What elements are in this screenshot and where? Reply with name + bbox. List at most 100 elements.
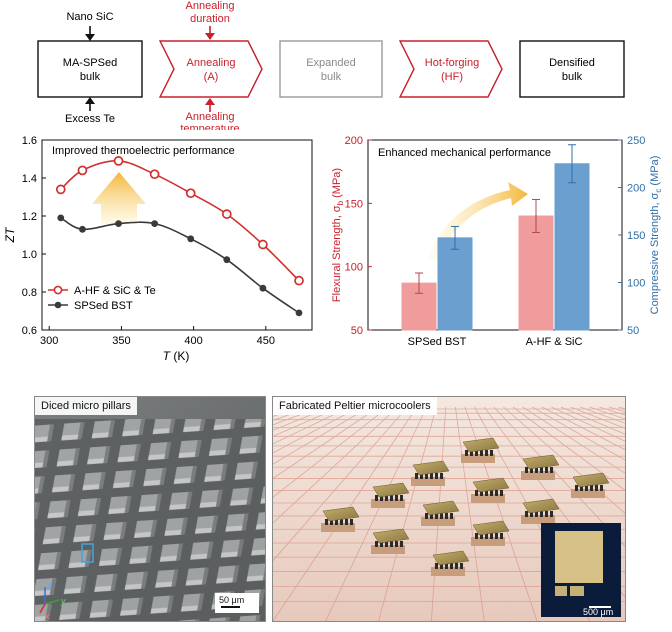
mech-bar-compressive-2	[554, 163, 590, 331]
nano-sic-input: Nano SiC	[66, 11, 114, 41]
microcooler	[321, 506, 360, 532]
zt-y-tick-label: 1.6	[22, 135, 37, 147]
microcooler	[431, 550, 470, 576]
step-annealing-chevron	[158, 40, 263, 98]
microcooler	[521, 498, 560, 524]
process-flow-diagram: Nano SiC Excess Te MA-SPSed bulk Anneali…	[37, 0, 625, 130]
step-densified-line1: Densified	[549, 57, 595, 69]
mech-left-tick-label: 200	[345, 135, 363, 147]
peltier-image-label: Fabricated Peltier microcoolers	[273, 397, 437, 415]
diced-micro-pillars-image: z y x 50 μm Diced micro pillars	[34, 396, 266, 622]
improvement-arrow-icon	[92, 172, 146, 224]
step-hot-forging-line1: Hot-forging	[425, 57, 479, 69]
mechanical-chart: Enhanced mechanical performance 50 100 150…	[332, 135, 663, 348]
step-ma-spsed-line2: bulk	[80, 71, 101, 83]
zt-x-axis-label: T (K)	[163, 349, 190, 363]
highlighted-pillar	[81, 543, 94, 563]
annealing-temperature-input: Annealing temperature	[180, 98, 240, 130]
mech-right-tick-label: 250	[627, 135, 645, 147]
step-hot-forging-chevron	[398, 40, 503, 98]
inset-top-pad	[555, 531, 603, 583]
annealing-temperature-line1: Annealing	[186, 111, 235, 123]
zt-plot-frame	[41, 139, 313, 331]
microcooler	[471, 477, 510, 503]
legend-series-1: A-HF & SiC & Te	[74, 285, 156, 297]
zt-chart-title: Improved thermoelectric performance	[52, 145, 235, 157]
mech-left-axis-label: Flexural Strength, σb (MPa)	[332, 168, 345, 302]
axis-triad-icon: z y x	[39, 581, 66, 621]
mech-category-label: A-HF & SiC	[526, 336, 583, 348]
axis-x-label: x	[44, 611, 50, 621]
annealing-temperature-line2: temperature	[180, 123, 239, 130]
zt-y-tick-label: 0.6	[22, 325, 37, 337]
microcooler	[371, 482, 410, 508]
step-ma-spsed-line1: MA-SPSed	[63, 57, 117, 69]
zt-y-tick-label: 1.4	[22, 173, 37, 185]
microcooler	[571, 472, 610, 498]
step-annealing-line2: (A)	[204, 71, 219, 83]
step-expanded-line2: bulk	[321, 71, 342, 83]
zt-point-series-1	[55, 184, 66, 195]
zt-x-tick-label: 450	[257, 335, 275, 347]
axis-y-label: y	[60, 596, 66, 606]
zt-point-series-2	[57, 214, 65, 222]
zt-point-series-2	[187, 235, 195, 243]
zt-y-axis-label: ZT	[3, 226, 17, 243]
zt-point-series-1	[294, 275, 304, 286]
peltier-microcoolers-image: 500 μm Fabricated Peltier microcoolers	[272, 396, 626, 622]
microcooler	[371, 528, 410, 554]
zt-x-tick-label: 300	[40, 335, 58, 347]
mech-right-tick-label: 100	[627, 278, 645, 290]
excess-te-label: Excess Te	[65, 113, 115, 125]
step-densified-box	[519, 40, 625, 98]
mech-left-tick-label: 100	[345, 262, 363, 274]
step-hot-forging-line2: (HF)	[441, 71, 463, 83]
mech-right-tick-label: 150	[627, 230, 645, 242]
step-densified-line2: bulk	[562, 71, 583, 83]
zt-point-series-2	[295, 309, 303, 317]
step-ma-spsed-box	[37, 40, 143, 98]
zt-series-line-2	[60, 217, 300, 314]
zt-chart: Improved thermoelectric performance 300 3…	[3, 135, 313, 363]
mech-category-label: SPSed BST	[408, 336, 467, 348]
annealing-duration-line1: Annealing	[186, 0, 235, 12]
annealing-duration-line2: duration	[190, 13, 230, 25]
zt-point-series-2	[223, 256, 231, 264]
zt-series-line-1	[60, 160, 300, 282]
zt-legend: A-HF & SiC & Te SPSed BST	[48, 285, 156, 312]
step-expanded-box	[279, 40, 383, 98]
mech-right-tick-label: 50	[627, 325, 639, 337]
zt-x-tick-label: 400	[184, 335, 202, 347]
scalebar-label: 50 μm	[219, 595, 244, 605]
annealing-duration-input: Annealing duration	[186, 0, 235, 40]
mech-right-tick-label: 200	[627, 183, 645, 195]
inset-scalebar-label: 500 μm	[583, 607, 613, 617]
zt-y-tick-label: 1.0	[22, 249, 37, 261]
microcooler	[421, 500, 460, 526]
microcooler	[411, 460, 450, 486]
mech-left-tick-label: 50	[351, 325, 363, 337]
step-annealing-line1: Annealing	[187, 57, 236, 69]
zt-point-series-2	[115, 220, 122, 227]
excess-te-input: Excess Te	[65, 97, 115, 125]
mech-right-axis-label: Compressive Strength, σc (MPa)	[649, 156, 663, 315]
zt-point-series-1	[149, 169, 160, 180]
zt-point-series-2	[259, 284, 267, 292]
mech-bar-flexural-2	[518, 215, 554, 331]
zt-point-series-1	[221, 209, 232, 219]
nano-sic-label: Nano SiC	[66, 11, 113, 23]
zt-point-series-2	[79, 225, 86, 233]
microcooler	[461, 437, 500, 463]
step-expanded-line1: Expanded	[306, 57, 356, 69]
zt-point-series-1	[113, 156, 124, 166]
zt-y-tick-label: 1.2	[22, 211, 37, 223]
axis-z-label: z	[46, 581, 52, 591]
legend-series-2: SPSed BST	[74, 300, 133, 312]
mech-bar-compressive-1	[437, 237, 473, 331]
zt-x-tick-label: 350	[112, 335, 130, 347]
zt-point-series-1	[185, 188, 196, 199]
mech-left-tick-label: 150	[345, 198, 363, 210]
zt-point-series-1	[77, 165, 88, 176]
pillars-image-label: Diced micro pillars	[35, 397, 137, 415]
mech-chart-title: Enhanced mechanical performance	[378, 147, 551, 159]
